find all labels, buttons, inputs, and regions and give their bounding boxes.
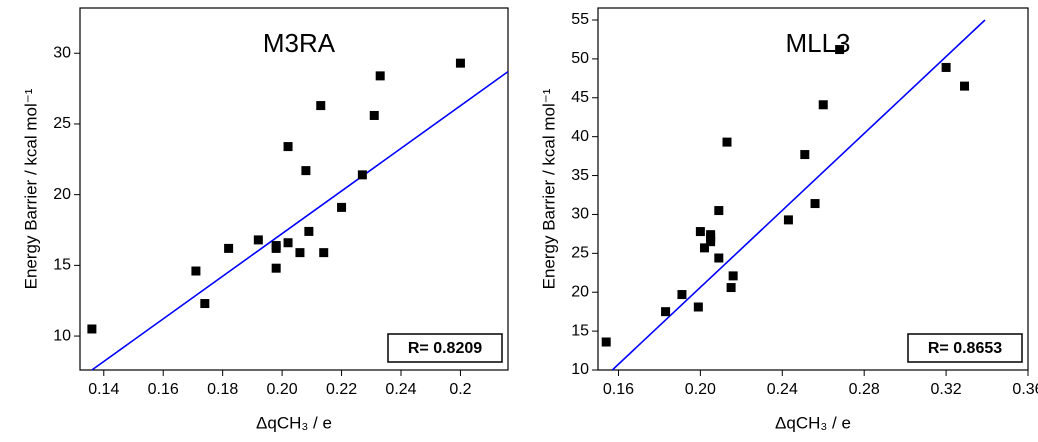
x-tick-label: 0.16 xyxy=(603,381,634,398)
x-tick-label: 0.2 xyxy=(449,381,471,398)
y-tick-label: 45 xyxy=(571,89,589,106)
fit-line xyxy=(611,19,986,371)
x-tick-label: 0.14 xyxy=(88,381,119,398)
x-tick-label: 0.20 xyxy=(267,381,298,398)
point xyxy=(810,199,820,209)
point xyxy=(271,263,281,273)
x-tick-label: 0.16 xyxy=(148,381,179,398)
point xyxy=(319,248,329,258)
y-tick-label: 20 xyxy=(571,283,589,300)
point xyxy=(706,230,716,240)
y-tick-label: 10 xyxy=(53,327,71,344)
point xyxy=(722,137,732,147)
point xyxy=(677,290,687,300)
annotation-box xyxy=(387,333,503,363)
point xyxy=(375,71,385,81)
annotation: R= 0.8653 xyxy=(928,340,1002,357)
chart-title: MLL3 xyxy=(785,28,850,58)
y-tick-label: 40 xyxy=(571,128,589,145)
y-tick-label: 15 xyxy=(571,322,589,339)
annotation-box xyxy=(907,333,1023,363)
point xyxy=(835,45,845,55)
point xyxy=(800,150,810,160)
point xyxy=(283,142,293,152)
point xyxy=(337,202,347,212)
x-tick-label: 0.18 xyxy=(207,381,238,398)
point xyxy=(304,226,314,236)
point xyxy=(601,337,611,347)
fit-line xyxy=(91,70,509,371)
y-tick-label: 20 xyxy=(53,186,71,203)
point xyxy=(295,248,305,258)
x-tick-label: 0.24 xyxy=(385,381,416,398)
x-tick-label: 0.32 xyxy=(931,381,962,398)
point xyxy=(783,215,793,225)
y-tick-label: 35 xyxy=(571,167,589,184)
point xyxy=(695,227,705,237)
y-tick-label: 15 xyxy=(53,257,71,274)
panel: 10 15 20 25 30 0.14 0.16 0.18 0.20 0.22 0.24 0.2 M3R… xyxy=(21,7,509,432)
x-tick-label: 0.22 xyxy=(326,381,357,398)
y-tick-label: 10 xyxy=(571,361,589,378)
y-axis-title: Energy Barrier / kcal mol⁻¹ xyxy=(21,88,40,289)
y-tick-label: 55 xyxy=(571,11,589,28)
point xyxy=(200,299,210,309)
point xyxy=(316,101,326,111)
point xyxy=(960,81,970,91)
point xyxy=(941,62,951,72)
annotation: R= 0.8209 xyxy=(408,340,482,357)
point xyxy=(369,110,379,120)
y-tick-label: 50 xyxy=(571,50,589,67)
point xyxy=(728,271,738,281)
point xyxy=(283,238,293,248)
point xyxy=(301,166,311,176)
plot-frame xyxy=(597,7,1029,371)
point xyxy=(357,170,367,180)
point xyxy=(706,237,716,247)
point xyxy=(726,283,736,293)
point xyxy=(253,235,263,245)
point xyxy=(271,243,281,253)
plot-frame xyxy=(79,7,509,371)
x-tick-label: 0.20 xyxy=(685,381,716,398)
point xyxy=(224,243,234,253)
y-tick-label: 30 xyxy=(53,44,71,61)
point xyxy=(714,206,724,216)
point xyxy=(87,324,97,334)
y-axis-title: Energy Barrier / kcal mol⁻¹ xyxy=(539,88,558,289)
point xyxy=(661,307,671,317)
x-tick-label: 0.24 xyxy=(767,381,798,398)
point xyxy=(693,302,703,312)
point xyxy=(191,266,201,276)
y-tick-label: 30 xyxy=(571,206,589,223)
point xyxy=(699,243,709,253)
point xyxy=(818,100,828,110)
point xyxy=(455,58,465,68)
y-tick-label: 25 xyxy=(53,115,71,132)
chart-title: M3RA xyxy=(263,28,336,58)
panel: 10 15 20 25 30 35 40 45 50 55 0.16 0.20 0.24 0.28 0.32… xyxy=(539,7,1038,432)
y-tick-label: 25 xyxy=(571,245,589,262)
x-axis-title: ΔqCH₃ / e xyxy=(256,413,332,432)
x-tick-label: 0.36 xyxy=(1012,381,1038,398)
x-tick-label: 0.28 xyxy=(849,381,880,398)
point xyxy=(714,253,724,263)
x-axis-title: ΔqCH₃ / e xyxy=(775,413,851,432)
